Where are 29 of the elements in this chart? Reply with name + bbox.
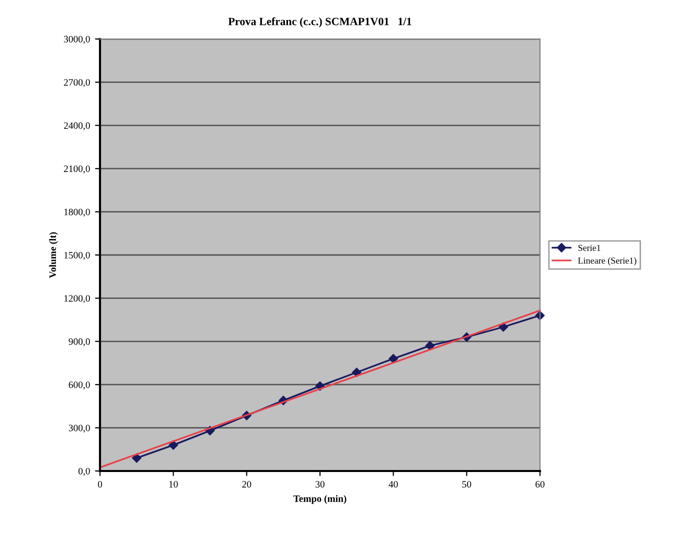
legend-label: Serie1 <box>578 244 600 251</box>
x-tick-label: 10 <box>169 481 178 488</box>
point <box>388 354 398 364</box>
x-tick-label: 30 <box>316 481 324 488</box>
y-tick-label: 300,0 <box>68 424 90 433</box>
y-tick-label: 600,0 <box>68 382 90 390</box>
x-tick-label: 20 <box>242 481 252 488</box>
y-tick-label: 0,0 <box>78 468 90 476</box>
chart-title: Prova Lefranc (c.c.) SCMAP1V01 1/1 <box>228 17 412 28</box>
y-tick-label: 2100,0 <box>64 166 90 174</box>
point <box>352 368 362 377</box>
y-tick-label: 1500,0 <box>64 252 90 260</box>
x-axis-title: Tempo (min) <box>293 495 346 504</box>
y-tick-label: 900,0 <box>68 338 90 346</box>
y-tick-label: 3000,0 <box>64 36 90 44</box>
y-axis-title: Volume (lt) <box>49 232 58 278</box>
point <box>498 322 508 332</box>
point <box>132 453 142 463</box>
point <box>168 440 178 450</box>
legend-label: Lineare (Serie1) <box>578 257 636 266</box>
y-tick-label: 2700,0 <box>64 79 90 88</box>
y-tick-label: 2400,0 <box>64 122 90 130</box>
x-tick-label: 40 <box>388 481 398 488</box>
point <box>425 341 435 350</box>
y-tick-label: 1200,0 <box>64 295 90 304</box>
x-tick-label: 60 <box>536 481 544 488</box>
x-tick-label: 50 <box>462 481 472 488</box>
x-tick-label: 0 <box>98 481 102 488</box>
y-tick-label: 1800,0 <box>64 208 90 217</box>
